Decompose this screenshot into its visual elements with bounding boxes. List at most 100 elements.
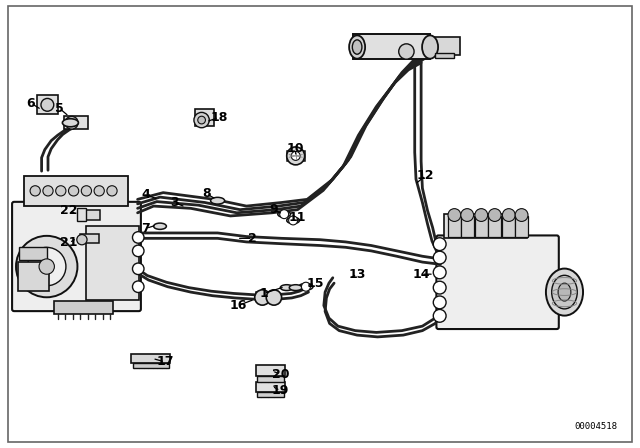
Bar xyxy=(256,382,285,392)
Bar xyxy=(195,109,214,126)
Circle shape xyxy=(515,209,528,221)
Circle shape xyxy=(433,238,446,250)
Text: 8: 8 xyxy=(202,187,211,200)
Text: 9: 9 xyxy=(269,203,278,216)
Text: 5: 5 xyxy=(55,102,64,115)
Circle shape xyxy=(94,186,104,196)
Circle shape xyxy=(289,216,298,225)
Text: 15: 15 xyxy=(306,276,324,290)
FancyBboxPatch shape xyxy=(12,202,141,311)
Bar xyxy=(18,262,49,291)
Circle shape xyxy=(433,251,446,264)
Ellipse shape xyxy=(154,223,166,229)
Bar xyxy=(133,363,169,368)
Text: 21: 21 xyxy=(60,236,78,250)
Circle shape xyxy=(81,186,92,196)
Circle shape xyxy=(502,209,515,221)
Bar xyxy=(256,365,285,376)
Circle shape xyxy=(56,186,66,196)
Ellipse shape xyxy=(63,119,79,127)
Circle shape xyxy=(39,259,54,274)
FancyBboxPatch shape xyxy=(436,236,559,329)
Bar xyxy=(257,392,284,397)
Bar xyxy=(19,247,47,260)
Circle shape xyxy=(132,245,144,257)
Bar xyxy=(488,216,501,237)
Text: 17: 17 xyxy=(156,355,174,369)
Bar xyxy=(24,176,128,206)
Text: 16: 16 xyxy=(229,299,247,312)
Bar xyxy=(353,34,430,59)
Bar xyxy=(64,116,88,129)
Text: 6: 6 xyxy=(26,96,35,110)
Circle shape xyxy=(291,151,300,160)
Circle shape xyxy=(68,186,79,196)
Text: 1: 1 xyxy=(259,287,268,300)
Circle shape xyxy=(198,116,205,124)
Bar xyxy=(444,214,527,238)
Bar xyxy=(475,216,488,237)
Bar xyxy=(461,216,474,237)
Circle shape xyxy=(433,296,446,309)
Text: 20: 20 xyxy=(271,367,289,381)
Bar xyxy=(502,216,515,237)
Ellipse shape xyxy=(299,283,313,290)
Circle shape xyxy=(107,186,117,196)
Ellipse shape xyxy=(552,275,577,309)
Circle shape xyxy=(448,209,461,221)
Bar xyxy=(435,53,454,58)
Bar xyxy=(448,216,461,237)
Ellipse shape xyxy=(349,35,365,59)
Circle shape xyxy=(301,282,310,291)
Text: 7: 7 xyxy=(141,222,150,235)
Text: 14: 14 xyxy=(412,267,430,281)
Bar xyxy=(77,208,86,221)
Ellipse shape xyxy=(289,285,302,291)
Circle shape xyxy=(475,209,488,221)
Circle shape xyxy=(132,281,144,293)
Bar xyxy=(131,354,170,363)
Ellipse shape xyxy=(546,268,583,315)
Circle shape xyxy=(488,209,501,221)
Bar xyxy=(80,234,99,243)
Circle shape xyxy=(433,281,446,294)
Circle shape xyxy=(41,99,54,111)
Circle shape xyxy=(266,290,282,305)
Text: 4: 4 xyxy=(141,188,150,202)
Circle shape xyxy=(43,186,53,196)
Circle shape xyxy=(132,232,144,243)
Bar xyxy=(82,210,100,220)
Text: 12: 12 xyxy=(417,169,435,182)
Circle shape xyxy=(461,209,474,221)
Circle shape xyxy=(287,147,305,165)
Ellipse shape xyxy=(211,197,225,204)
Circle shape xyxy=(77,235,87,245)
Bar xyxy=(54,301,113,314)
Ellipse shape xyxy=(558,283,571,301)
Bar xyxy=(429,37,460,55)
Ellipse shape xyxy=(287,217,300,224)
Ellipse shape xyxy=(422,35,438,59)
Circle shape xyxy=(65,116,78,129)
Circle shape xyxy=(194,112,209,128)
Bar xyxy=(86,226,139,300)
Text: 22: 22 xyxy=(60,204,78,217)
Ellipse shape xyxy=(278,211,291,217)
Bar xyxy=(515,216,528,237)
Bar xyxy=(256,292,275,301)
Circle shape xyxy=(16,236,77,297)
Circle shape xyxy=(433,266,446,279)
Text: 11: 11 xyxy=(288,211,306,224)
Circle shape xyxy=(28,247,66,286)
Circle shape xyxy=(30,186,40,196)
Circle shape xyxy=(399,44,414,59)
Ellipse shape xyxy=(280,285,293,291)
Circle shape xyxy=(280,210,289,219)
Text: 10: 10 xyxy=(287,142,305,155)
Text: 00004518: 00004518 xyxy=(575,422,618,431)
Circle shape xyxy=(132,263,144,275)
Text: 3: 3 xyxy=(170,196,179,209)
Ellipse shape xyxy=(352,40,362,54)
Bar xyxy=(37,95,58,114)
Circle shape xyxy=(433,310,446,322)
